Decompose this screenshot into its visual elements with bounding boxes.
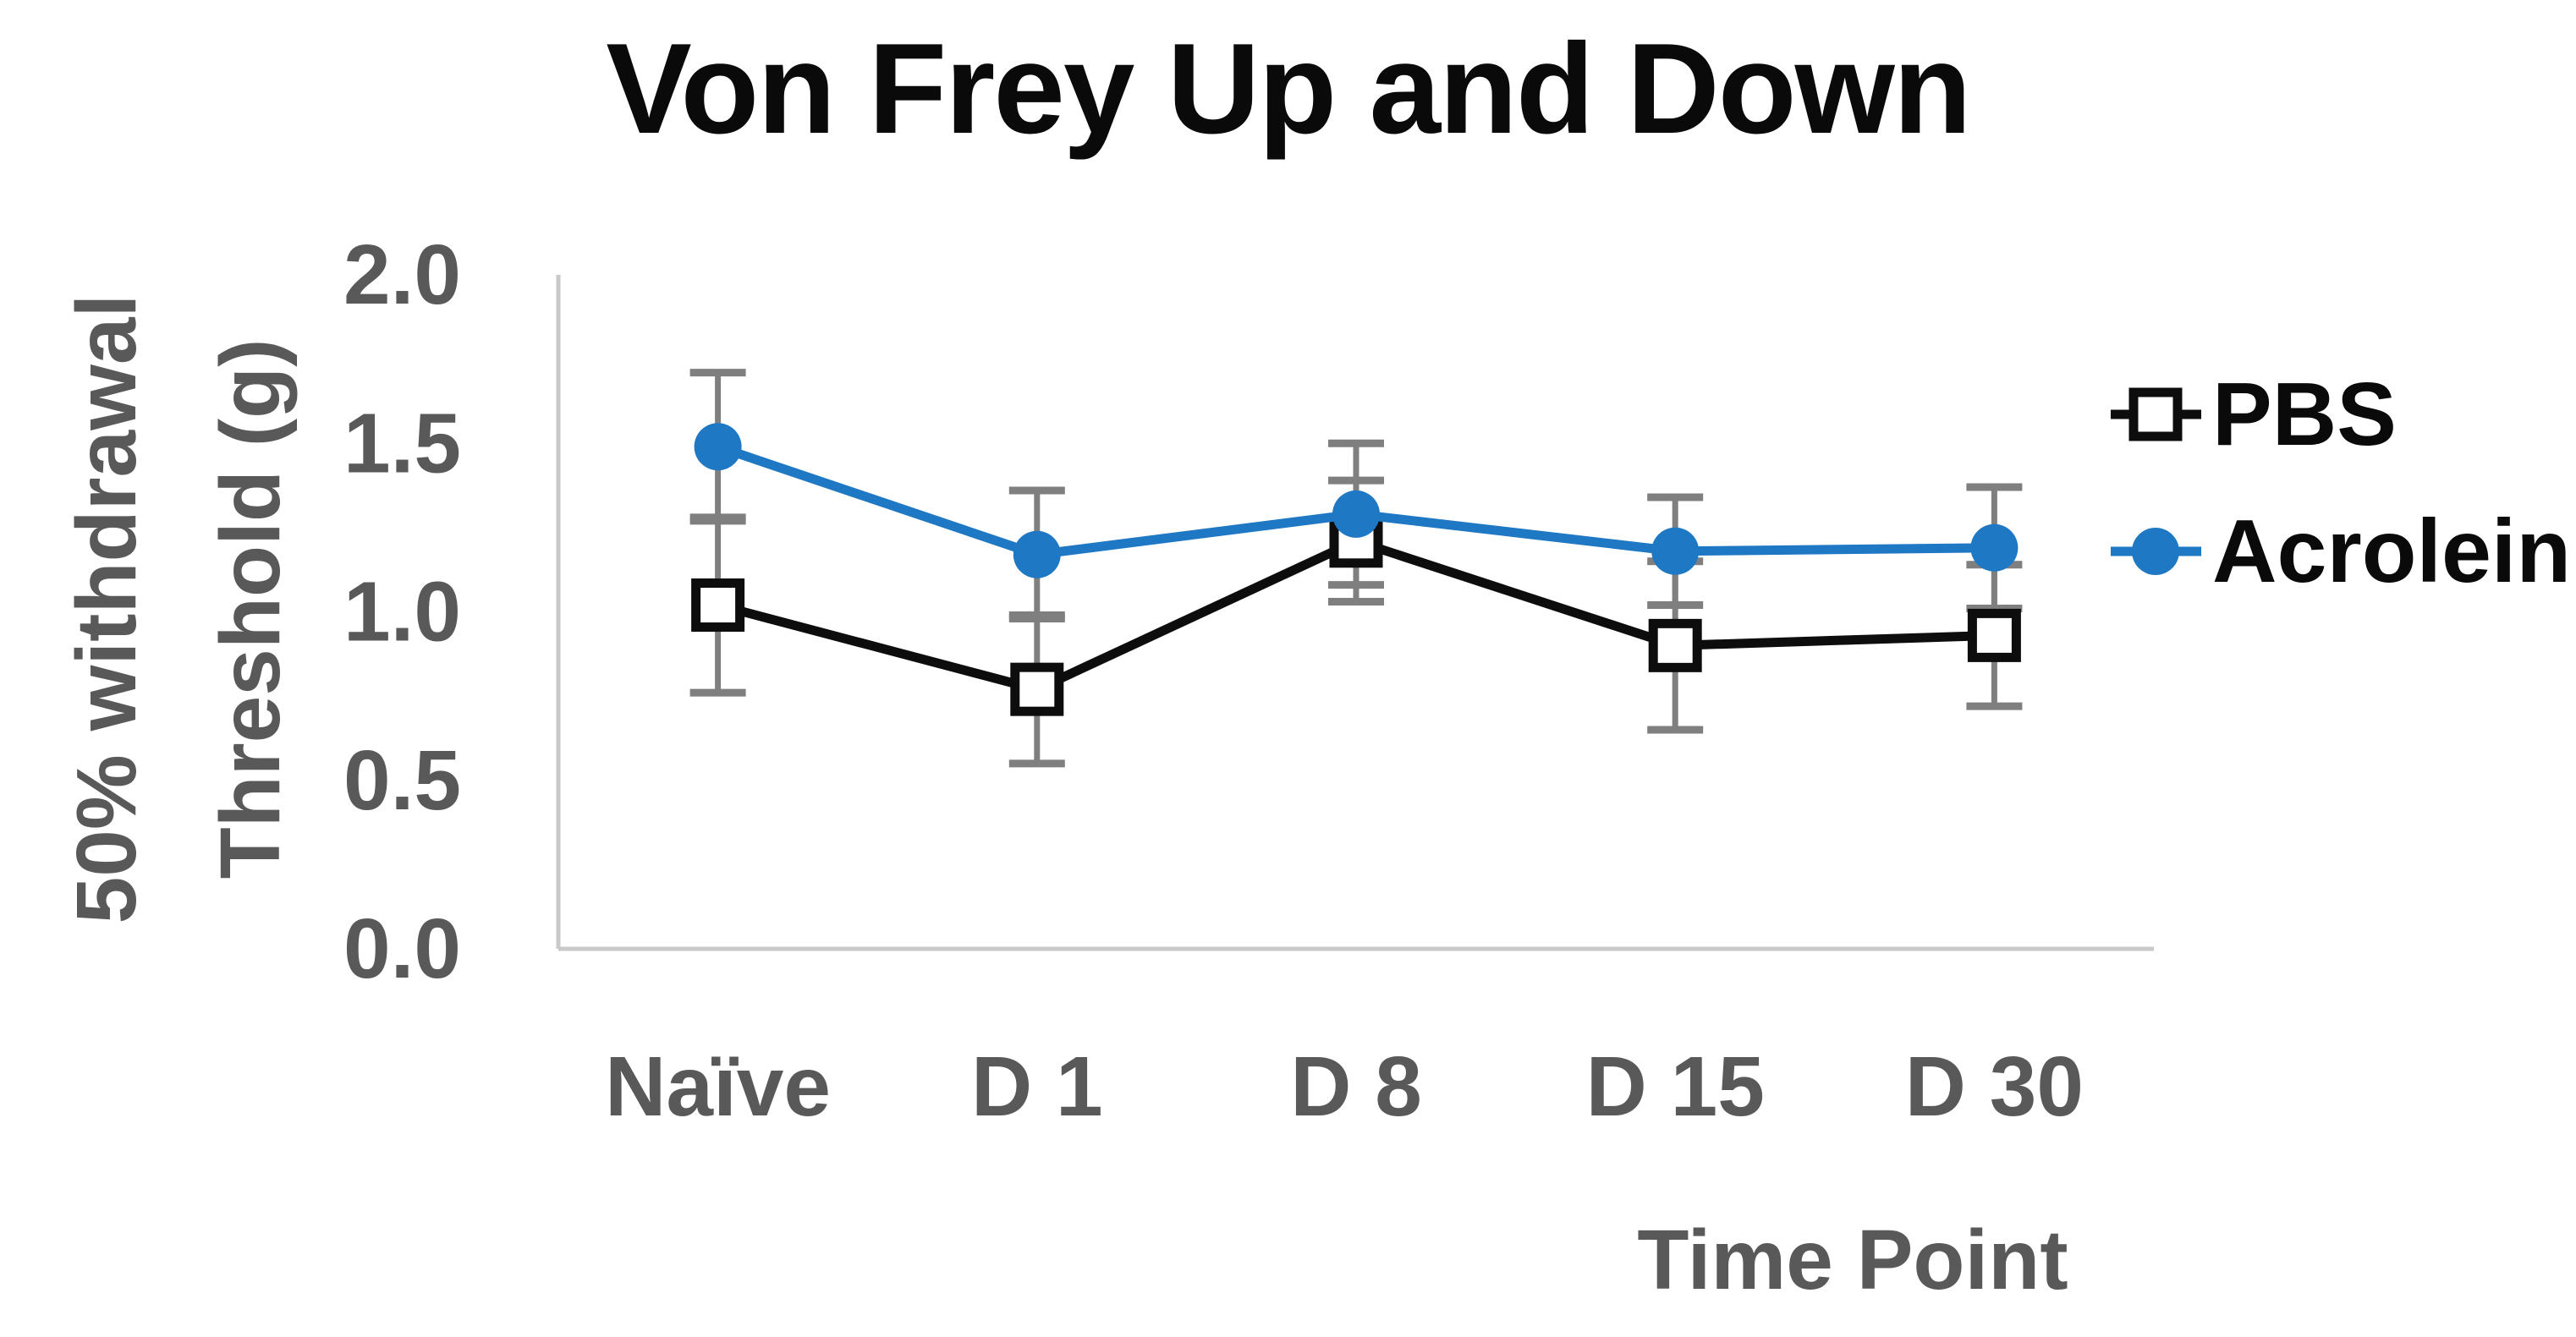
- marker-acrolein-d-30: [1970, 523, 2019, 572]
- marker-pbs-na-ve: [691, 578, 745, 633]
- legend-item-pbs: PBS: [2111, 364, 2397, 464]
- x-tick-label-na-ve: Naïve: [605, 1039, 831, 1134]
- marker-acrolein-d-15: [1651, 527, 1700, 575]
- x-tick-labels: Naïve D 1 D 8 D 15 D 30: [605, 1039, 2084, 1134]
- marker-acrolein-d-8: [1332, 490, 1380, 538]
- legend-label-acrolein: Acrolein: [2212, 501, 2571, 601]
- x-tick-label-d-30: D 30: [1905, 1039, 2084, 1134]
- marker-pbs-d-1: [1010, 662, 1064, 716]
- marker-acrolein-na-ve: [694, 423, 742, 471]
- y-tick-labels: 2.0 1.5 1.0 0.5 0.0: [343, 227, 461, 996]
- error-bars-acrolein: [689, 369, 2023, 622]
- legend-label-pbs: PBS: [2212, 364, 2397, 464]
- y-tick-label-1.5: 1.5: [343, 396, 461, 490]
- x-tick-label-d-15: D 15: [1586, 1039, 1765, 1134]
- x-tick-label-d-1: D 1: [971, 1039, 1103, 1134]
- legend: PBS Acrolein: [2111, 364, 2571, 601]
- marker-pbs-d-30: [1967, 608, 2021, 662]
- y-tick-label-2.0: 2.0: [343, 227, 461, 322]
- x-tick-label-d-8: D 8: [1290, 1039, 1422, 1134]
- marker-acrolein-d-1: [1013, 530, 1061, 578]
- y-axis-title: 50% withdrawal Threshold (g): [59, 294, 298, 924]
- y-tick-label-1.0: 1.0: [343, 565, 461, 660]
- legend-marker-acrolein: [2132, 528, 2179, 575]
- markers-acrolein: [694, 423, 2019, 578]
- x-axis-title: Time Point: [1637, 1213, 2068, 1307]
- marker-pbs-d-15: [1648, 618, 1702, 672]
- y-tick-label-0.5: 0.5: [343, 733, 461, 828]
- y-tick-label-0.0: 0.0: [343, 901, 461, 996]
- legend-marker-pbs: [2128, 387, 2183, 441]
- chart-title: Von Frey Up and Down: [606, 17, 1971, 161]
- legend-item-acrolein: Acrolein: [2111, 501, 2571, 601]
